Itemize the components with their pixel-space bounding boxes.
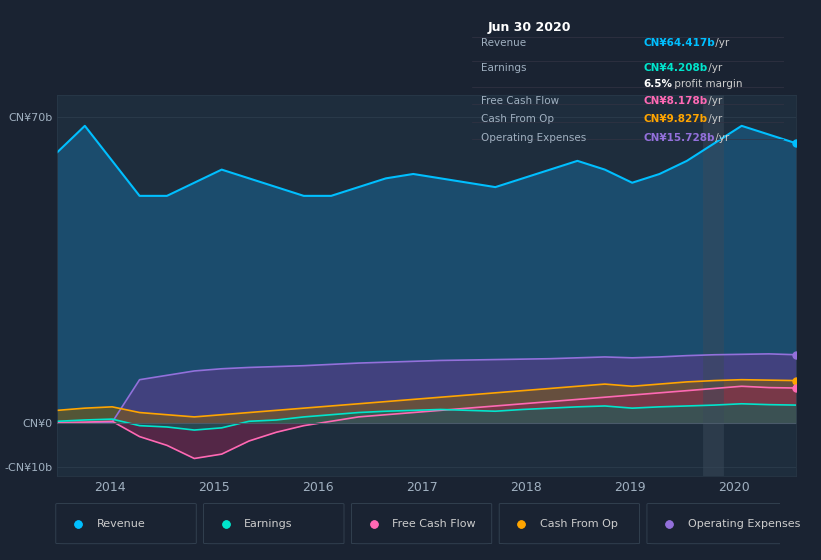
Text: Cash From Op: Cash From Op — [481, 114, 554, 124]
Text: CN¥64.417b: CN¥64.417b — [644, 38, 715, 48]
Text: Operating Expenses: Operating Expenses — [688, 519, 800, 529]
FancyBboxPatch shape — [204, 503, 344, 544]
Text: Operating Expenses: Operating Expenses — [481, 133, 587, 143]
FancyBboxPatch shape — [647, 503, 787, 544]
Text: CN¥15.728b: CN¥15.728b — [644, 133, 715, 143]
Text: Earnings: Earnings — [481, 63, 527, 73]
Text: /yr: /yr — [713, 133, 730, 143]
FancyBboxPatch shape — [56, 503, 196, 544]
Text: Cash From Op: Cash From Op — [540, 519, 617, 529]
Text: CN¥9.827b: CN¥9.827b — [644, 114, 708, 124]
Text: Free Cash Flow: Free Cash Flow — [481, 96, 560, 106]
Text: CN¥4.208b: CN¥4.208b — [644, 63, 708, 73]
Text: profit margin: profit margin — [671, 79, 743, 89]
FancyBboxPatch shape — [499, 503, 640, 544]
FancyBboxPatch shape — [351, 503, 492, 544]
Text: /yr: /yr — [705, 96, 722, 106]
Text: Free Cash Flow: Free Cash Flow — [392, 519, 475, 529]
Text: Jun 30 2020: Jun 30 2020 — [488, 21, 571, 34]
Text: Revenue: Revenue — [97, 519, 145, 529]
Text: /yr: /yr — [705, 114, 722, 124]
Text: /yr: /yr — [705, 63, 722, 73]
Text: Revenue: Revenue — [481, 38, 526, 48]
Text: 6.5%: 6.5% — [644, 79, 672, 89]
Text: CN¥8.178b: CN¥8.178b — [644, 96, 708, 106]
Text: /yr: /yr — [713, 38, 730, 48]
Text: Earnings: Earnings — [245, 519, 293, 529]
